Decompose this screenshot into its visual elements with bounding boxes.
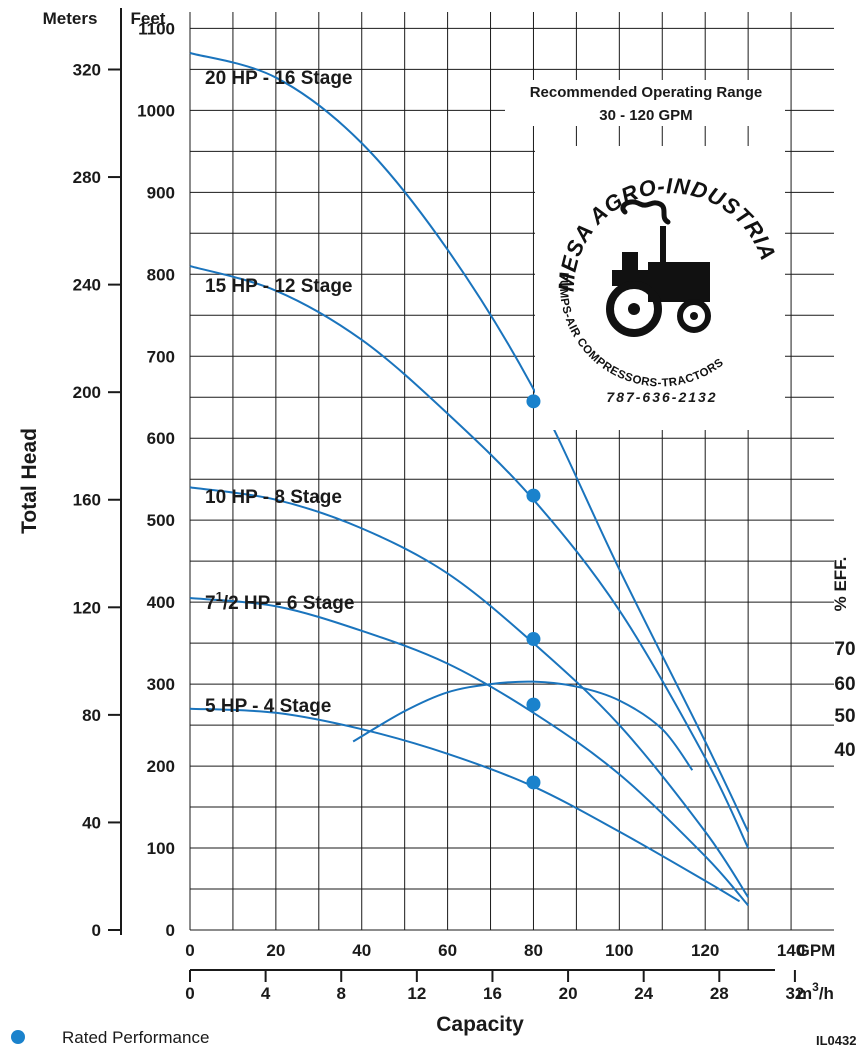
feet-unit-label: Feet (131, 9, 166, 28)
feet-tick-label: 300 (147, 675, 175, 694)
feet-tick-label: 800 (147, 265, 175, 284)
meters-tick-label: 80 (82, 706, 101, 725)
efficiency-tick-label: 40 (834, 740, 855, 761)
efficiency-axis-title: % EFF. (831, 557, 850, 612)
recommended-range-value: 30 - 120 GPM (599, 107, 692, 124)
feet-tick-label: 600 (147, 429, 175, 448)
x-axis-title: Capacity (436, 1013, 524, 1036)
head-curve-0 (189, 52, 750, 833)
rated-point (526, 488, 541, 503)
rated-point (526, 775, 541, 790)
rated-points (526, 394, 541, 790)
recommended-range-title: Recommended Operating Range (530, 84, 763, 101)
m3h-tick-label: 28 (710, 984, 729, 1003)
tractor-icon (606, 199, 711, 337)
efficiency-ticks: 70 60 50 40 (834, 639, 855, 761)
meters-tick-label: 120 (73, 598, 101, 617)
meters-ticks: 0 40 80 120 160 200 240 280 320 (73, 60, 121, 940)
efficiency-tick-label: 70 (834, 639, 855, 660)
gpm-tick-label: 140 (777, 941, 805, 960)
annotation-background (505, 80, 785, 126)
label-20hp: 20 HP - 16 Stage (205, 68, 353, 89)
meters-tick-label: 320 (73, 60, 101, 79)
efficiency-tick-label: 50 (834, 706, 855, 727)
rated-point (526, 632, 541, 647)
meters-tick-label: 0 (92, 921, 101, 940)
m3h-tick-label: 12 (407, 984, 426, 1003)
gpm-tick-label: 120 (691, 941, 719, 960)
m3h-tick-label: 0 (185, 984, 194, 1003)
feet-tick-label: 100 (147, 839, 175, 858)
efficiency-line (352, 680, 694, 771)
feet-tick-label: 1100 (138, 19, 175, 38)
feet-tick-label: 900 (147, 183, 175, 202)
head-curves (189, 52, 750, 907)
label-15hp: 15 HP - 12 Stage (205, 276, 353, 297)
feet-tick-label: 200 (147, 757, 175, 776)
meters-tick-label: 240 (73, 276, 101, 295)
m3h-tick-label: 4 (261, 984, 271, 1003)
head-curve-4 (189, 707, 741, 903)
gpm-tick-label: 80 (524, 941, 543, 960)
feet-tick-label: 700 (147, 347, 175, 366)
head-curve-1 (189, 265, 750, 849)
feet-tick-label: 1000 (137, 101, 175, 120)
gpm-tick-label: 20 (266, 941, 285, 960)
head-curve-3 (189, 597, 749, 907)
label-7-5hp: 71/2 HP - 6 Stage (205, 589, 354, 614)
curve-labels: 20 HP - 16 Stage 15 HP - 12 Stage 10 HP … (205, 68, 354, 717)
m3h-tick-label: 32 (785, 984, 804, 1003)
figure-code: IL0432 (816, 1033, 856, 1047)
feet-tick-label: 0 (166, 921, 175, 940)
meters-tick-label: 280 (73, 168, 101, 187)
legend-rated-label: Rated Performance (62, 1028, 209, 1047)
gpm-ticks: 0 20 40 60 80 100 120 140 (185, 941, 805, 960)
gpm-tick-label: 0 (185, 941, 194, 960)
m3h-tick-label: 8 (336, 984, 345, 1003)
feet-tick-label: 500 (147, 511, 175, 530)
legend-rated-marker (11, 1030, 25, 1044)
rated-point (526, 394, 541, 409)
y-axis-title: Total Head (18, 428, 41, 534)
meters-unit-label: Meters (43, 9, 98, 28)
m3h-ticks: 0 4 8 12 16 20 24 28 32 (185, 970, 804, 1003)
m3h-tick-label: 20 (559, 984, 578, 1003)
m3h-unit-label: m3/h (797, 980, 834, 1003)
efficiency-curve (352, 680, 694, 771)
gpm-tick-label: 40 (352, 941, 371, 960)
meters-tick-label: 200 (73, 383, 101, 402)
label-5hp: 5 HP - 4 Stage (205, 696, 331, 717)
meters-tick-label: 40 (82, 813, 101, 832)
m3h-tick-label: 24 (634, 984, 653, 1003)
gpm-tick-label: 100 (605, 941, 633, 960)
efficiency-tick-label: 60 (834, 674, 855, 695)
label-10hp: 10 HP - 8 Stage (205, 487, 342, 508)
feet-ticks: 0 100 200 300 400 500 600 700 800 900 1000 1100 (137, 19, 175, 940)
gpm-tick-label: 60 (438, 941, 457, 960)
head-curve-2 (189, 486, 749, 898)
gpm-unit-label: GPM (797, 941, 836, 960)
feet-tick-label: 400 (147, 593, 175, 612)
logo-phone: 787-636-2132 (606, 389, 717, 405)
rated-point (526, 697, 541, 712)
m3h-tick-label: 16 (483, 984, 502, 1003)
meters-tick-label: 160 (73, 491, 101, 510)
